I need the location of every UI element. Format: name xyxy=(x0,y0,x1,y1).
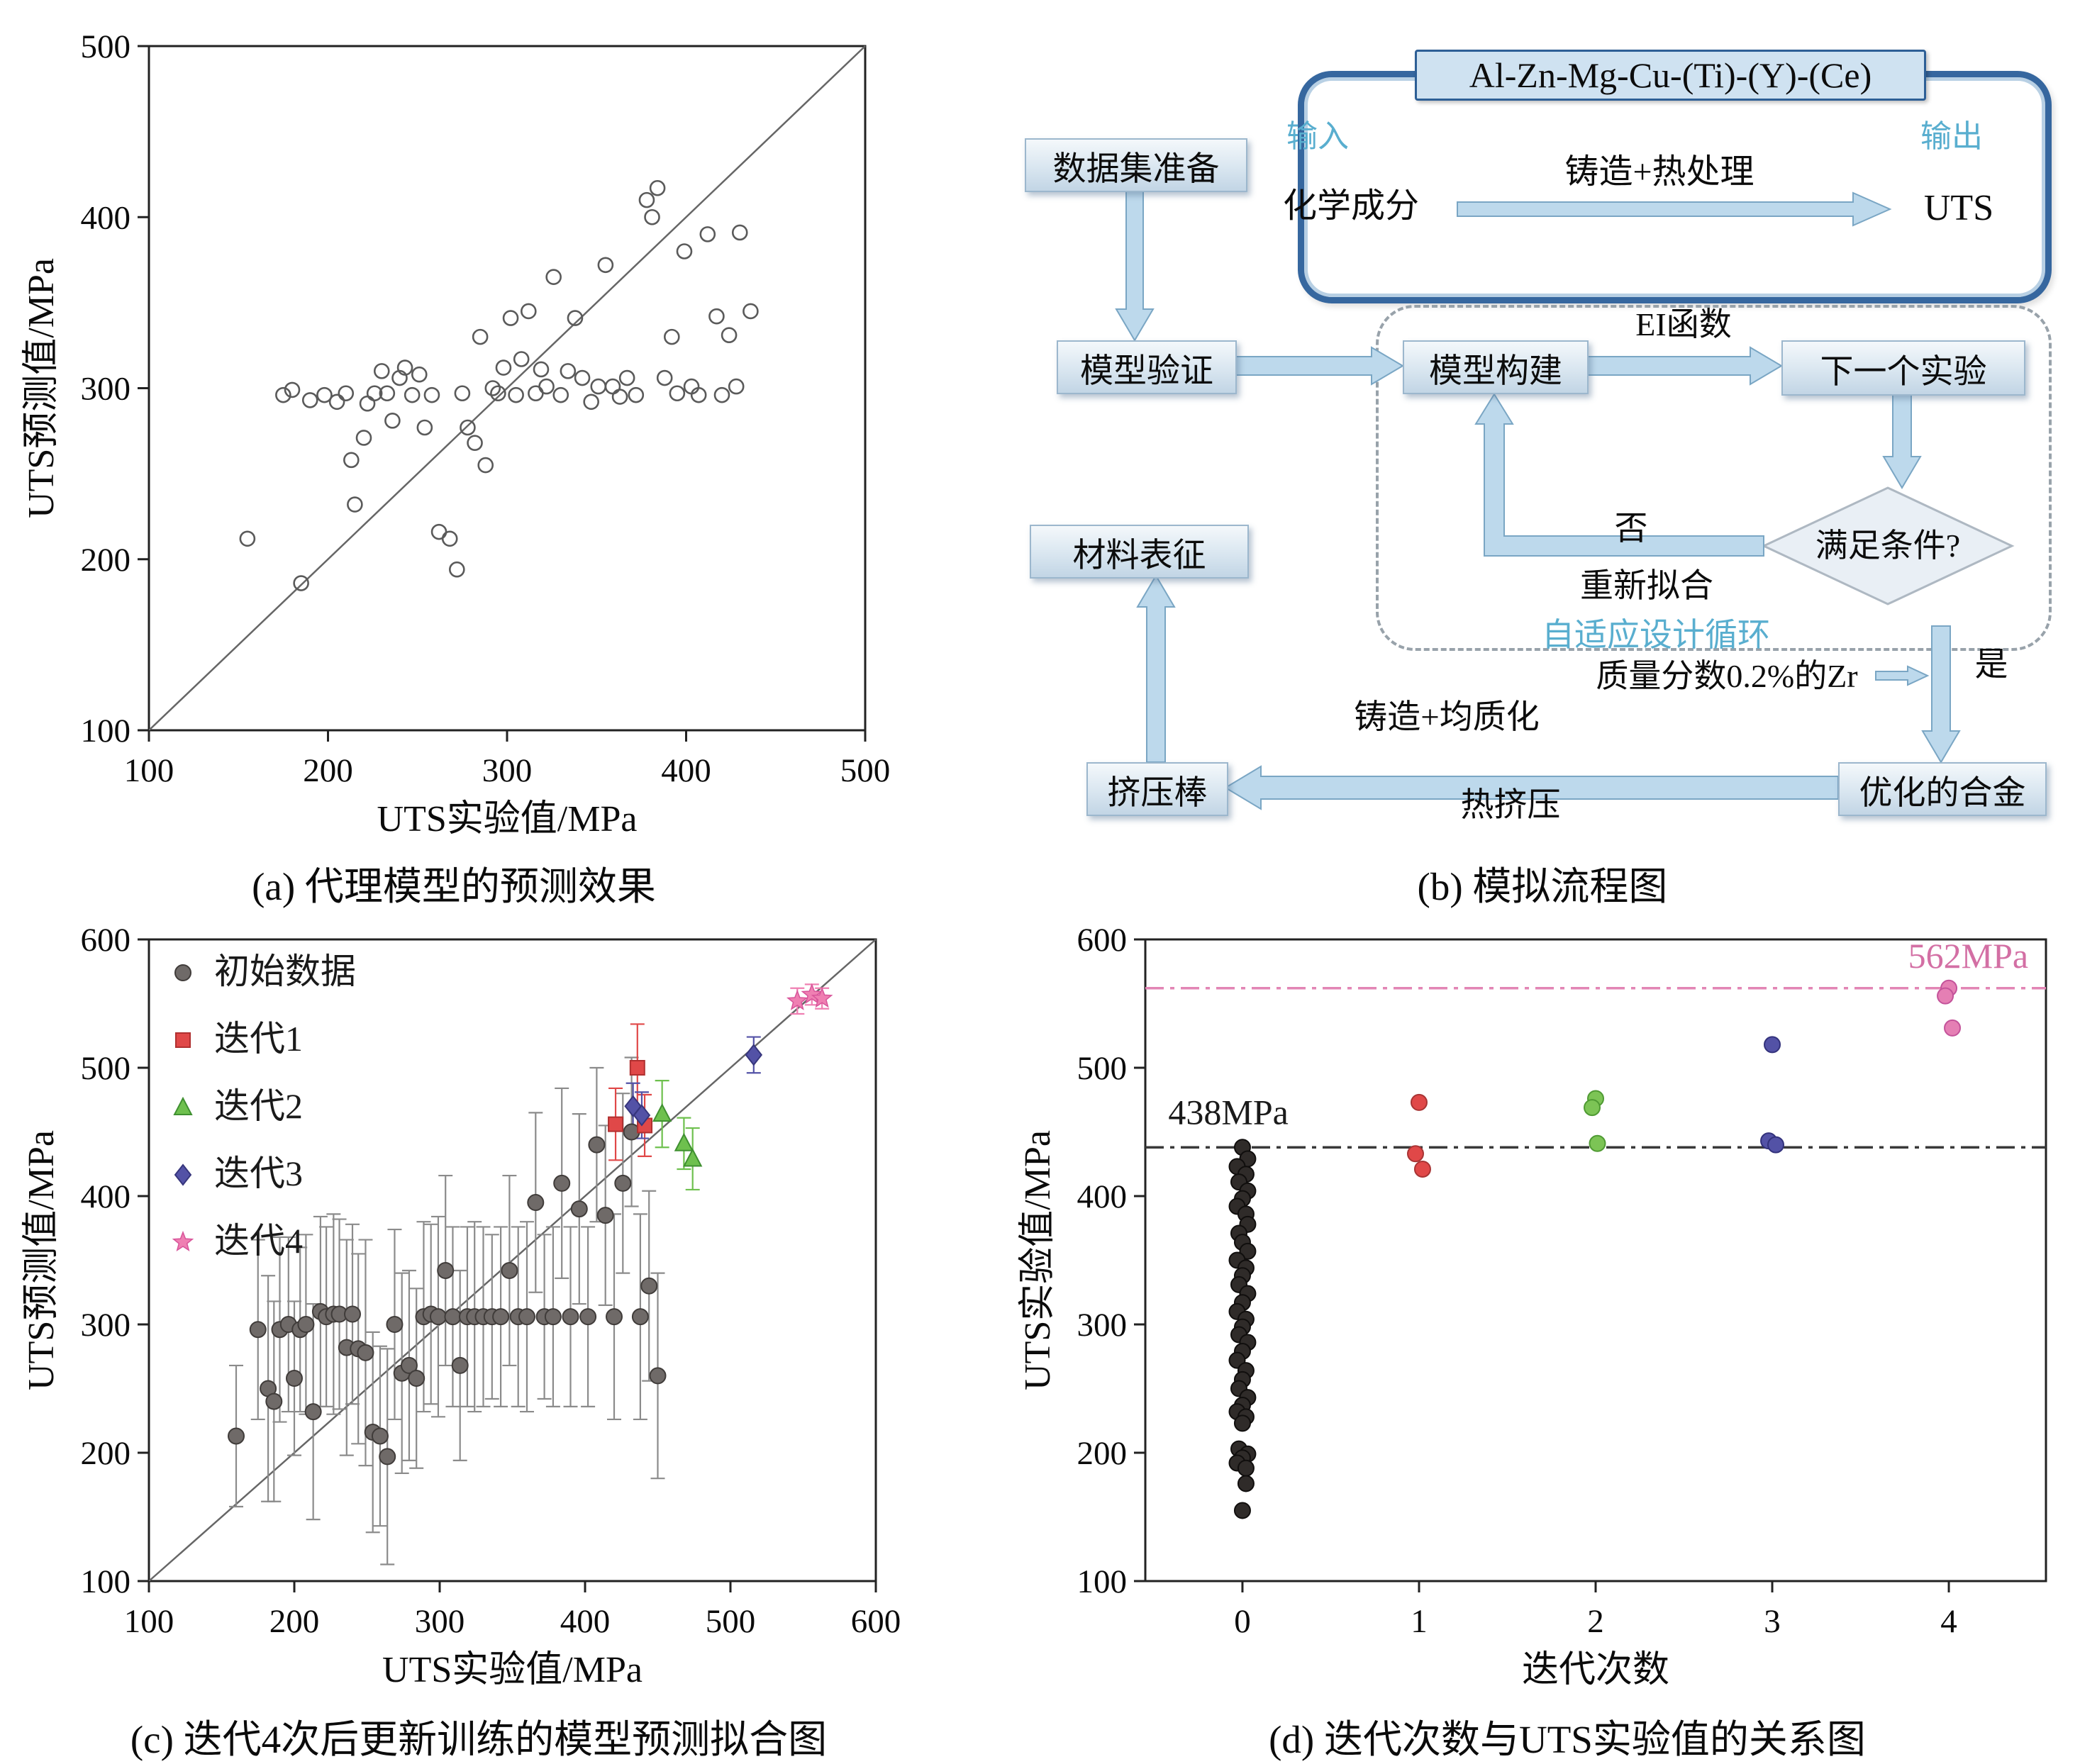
flow-arrow xyxy=(1233,346,1404,386)
svg-text:400: 400 xyxy=(81,199,131,236)
dataset-prep-label: 数据集准备 xyxy=(1052,150,1220,188)
svg-text:500: 500 xyxy=(840,752,891,789)
refit-label: 重新拟合 xyxy=(1580,568,1713,605)
flow-box-extruded-bar: 挤压棒 xyxy=(1086,762,1228,816)
svg-text:2: 2 xyxy=(1587,1603,1604,1640)
svg-text:500: 500 xyxy=(81,1050,131,1087)
condition-label: 满足条件? xyxy=(1815,527,1961,564)
svg-text:200: 200 xyxy=(1077,1435,1128,1472)
material-characterization-label: 材料表征 xyxy=(1072,537,1206,574)
svg-text:200: 200 xyxy=(81,1435,131,1472)
condition-diamond xyxy=(1761,486,2015,605)
flow-arrow xyxy=(1875,665,1930,686)
svg-text:UTS实验值/MPa: UTS实验值/MPa xyxy=(377,799,638,839)
svg-text:1: 1 xyxy=(1411,1603,1428,1640)
adaptive-design-loop-frame xyxy=(1376,305,2052,651)
chem-comp-label: 化学成分 xyxy=(1282,187,1419,225)
svg-text:300: 300 xyxy=(81,371,131,408)
svg-text:迭代次数: 迭代次数 xyxy=(1522,1650,1669,1690)
caption-a: (a) 代理模型的预测效果 xyxy=(252,865,656,908)
flow-title-alloy-label: Al-Zn-Mg-Cu-(Ti)-(Y)-(Ce) xyxy=(1469,55,1872,95)
model-build-label: 模型构建 xyxy=(1429,352,1562,390)
flow-box-model-validation: 模型验证 xyxy=(1057,340,1237,394)
flow-box-next-experiment: 下一个实验 xyxy=(1781,340,2025,396)
svg-text:迭代1: 迭代1 xyxy=(214,1019,303,1059)
hot-extrusion-label: 热挤压 xyxy=(1460,787,1561,824)
svg-text:400: 400 xyxy=(560,1603,611,1640)
chart-iterative-fit: 100 200 300 400 500 600 100 200 300 400 500 600 UTS实… xyxy=(21,922,901,1690)
svg-text:600: 600 xyxy=(1077,922,1128,959)
svg-text:400: 400 xyxy=(1077,1178,1128,1215)
cast-homog-label: 铸造+均质化 xyxy=(1354,699,1540,736)
flow-arrow xyxy=(1136,574,1176,763)
caption-d: (d) 迭代次数与UTS实验值的关系图 xyxy=(1269,1718,1866,1761)
no-label: 否 xyxy=(1614,510,1648,547)
flow-arrow xyxy=(1224,765,1839,810)
svg-text:438MPa: 438MPa xyxy=(1168,1093,1288,1132)
svg-text:600: 600 xyxy=(81,922,131,959)
output-label: 输出 xyxy=(1920,119,1983,154)
svg-text:300: 300 xyxy=(482,752,533,789)
svg-text:迭代3: 迭代3 xyxy=(214,1154,303,1193)
model-validation-label: 模型验证 xyxy=(1080,352,1213,390)
flow-box-model-build: 模型构建 xyxy=(1403,340,1589,394)
simulation-flowchart: Al-Zn-Mg-Cu-(Ti)-(Y)-(Ce) 数据集准备 模型验证 模型构… xyxy=(993,18,2080,858)
flow-arrow xyxy=(1921,625,1961,764)
svg-text:UTS预测值/MPa: UTS预测值/MPa xyxy=(21,258,62,518)
flow-arrow xyxy=(1882,392,1922,489)
svg-text:100: 100 xyxy=(124,752,174,789)
uts-label: UTS xyxy=(1923,188,1994,228)
input-label: 输入 xyxy=(1286,119,1349,154)
yes-label: 是 xyxy=(1974,647,2008,683)
flow-arrow xyxy=(1457,191,1892,227)
svg-text:500: 500 xyxy=(706,1603,756,1640)
svg-text:500: 500 xyxy=(1077,1050,1128,1087)
svg-text:UTS实验值/MPa: UTS实验值/MPa xyxy=(1018,1130,1058,1390)
adaptive-loop-label: 自适应设计循环 xyxy=(1542,617,1770,653)
flowchart-arrows xyxy=(1115,189,2015,810)
svg-text:3: 3 xyxy=(1764,1603,1781,1640)
svg-text:初始数据: 初始数据 xyxy=(214,951,356,991)
flow-box-material-characterization: 材料表征 xyxy=(1030,525,1249,579)
flow-arrow xyxy=(1585,346,1783,386)
svg-text:0: 0 xyxy=(1234,1603,1251,1640)
caption-b: (b) 模拟流程图 xyxy=(1417,865,1668,908)
svg-text:迭代4: 迭代4 xyxy=(214,1221,303,1261)
svg-text:UTS实验值/MPa: UTS实验值/MPa xyxy=(382,1650,643,1690)
extruded-bar-label: 挤压棒 xyxy=(1107,774,1208,812)
svg-text:100: 100 xyxy=(1077,1563,1128,1600)
svg-text:100: 100 xyxy=(81,1563,131,1600)
chart-uts-vs-iteration: 0 1 2 3 4 100 200 300 400 500 600 迭代次数 UTS实验值/MPa 438… xyxy=(1018,922,2047,1690)
next-experiment-label: 下一个实验 xyxy=(1820,353,1987,391)
svg-text:400: 400 xyxy=(81,1178,131,1215)
svg-text:4: 4 xyxy=(1940,1603,1957,1640)
svg-text:400: 400 xyxy=(661,752,711,789)
svg-text:UTS预测值/MPa: UTS预测值/MPa xyxy=(21,1130,62,1390)
svg-text:562MPa: 562MPa xyxy=(1908,936,2028,976)
svg-text:迭代2: 迭代2 xyxy=(214,1086,303,1126)
optimized-alloy-label: 优化的合金 xyxy=(1859,774,2026,812)
cast-heat-label: 铸造+热处理 xyxy=(1564,153,1754,191)
svg-text:300: 300 xyxy=(415,1603,465,1640)
svg-text:100: 100 xyxy=(81,713,131,749)
svg-text:200: 200 xyxy=(303,752,353,789)
svg-text:500: 500 xyxy=(81,28,131,65)
svg-text:300: 300 xyxy=(81,1307,131,1344)
loopback-arrow xyxy=(1474,393,1764,557)
flow-box-dataset-prep: 数据集准备 xyxy=(1025,138,1247,192)
svg-text:300: 300 xyxy=(1077,1307,1128,1344)
zr-note-label: 质量分数0.2%的Zr xyxy=(1596,658,1858,694)
flow-box-optimized-alloy: 优化的合金 xyxy=(1838,762,2047,816)
chart-surrogate-prediction: 100 200 300 400 500 100 200 300 400 500 UTS实验值/MPa… xyxy=(21,28,891,839)
svg-text:100: 100 xyxy=(124,1603,174,1640)
svg-text:600: 600 xyxy=(851,1603,901,1640)
flow-arrow xyxy=(1115,189,1155,342)
ei-func-label: EI函数 xyxy=(1635,306,1732,342)
flow-title-alloy: Al-Zn-Mg-Cu-(Ti)-(Y)-(Ce) xyxy=(1415,50,1926,101)
svg-text:200: 200 xyxy=(81,542,131,579)
svg-text:200: 200 xyxy=(269,1603,320,1640)
caption-c: (c) 迭代4次后更新训练的模型预测拟合图 xyxy=(130,1718,828,1761)
